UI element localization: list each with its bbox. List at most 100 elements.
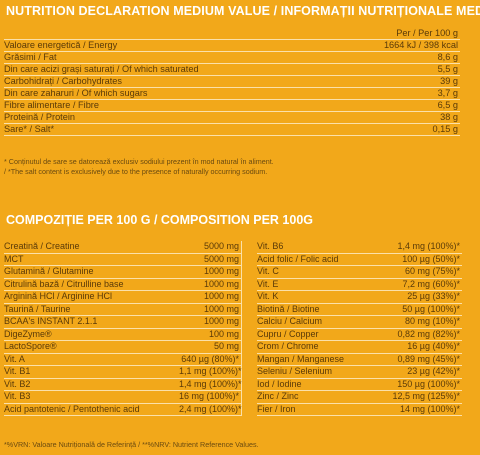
salt-note-ro: * Conținutul de sare se datorează exclus… [4, 157, 274, 166]
composition-row: DigeZyme® 100 mg [4, 328, 242, 341]
nutrition-table: Per / Per 100 g Valoare energetică / Ene… [4, 28, 460, 136]
nutrition-row: Valoare energetică / Energy 1664 kJ / 39… [4, 40, 460, 52]
ingredient-name: Biotină / Biotine [257, 303, 320, 314]
nutrient-name: Proteină / Protein [4, 112, 75, 122]
ingredient-name: Seleniu / Selenium [257, 366, 333, 376]
composition-row: Vit. B2 1,4 mg (100%)* [4, 378, 242, 391]
ingredient-name: Acid folic / Folic acid [257, 253, 339, 264]
ingredient-qty: 60 mg (75%)* [404, 266, 460, 276]
nutrient-name: Fibre alimentare / Fibre [4, 100, 99, 110]
ingredient-qty: 640 µg (80%)* [179, 353, 242, 365]
composition-row: Vit. K 25 µg (33%)* [257, 291, 462, 304]
ingredient-name: Arginină HCl / Arginine HCl [4, 291, 113, 301]
composition-row: Acid folic / Folic acid 100 µg (50%)* [257, 253, 462, 266]
ingredient-qty: 150 µg (100%)* [397, 378, 460, 389]
nutrition-row: Din care zaharuri / Of which sugars 3,7 … [4, 88, 460, 100]
ingredient-qty: 1000 mg [179, 278, 242, 290]
ingredient-name: Cupru / Copper [257, 328, 319, 339]
ingredient-qty: 7,2 mg (60%)* [402, 278, 460, 289]
composition-row: Vit. B3 16 mg (100%)* [4, 391, 242, 404]
salt-footnote: * Conținutul de sare se datorează exclus… [4, 157, 464, 177]
composition-row: Glutamină / Glutamine 1000 mg [4, 266, 242, 279]
nutrient-name: Din care zaharuri / Of which sugars [4, 88, 148, 98]
composition-row: Taurină / Taurine 1000 mg [4, 303, 242, 316]
ingredient-qty: 5000 mg [179, 253, 242, 265]
nutrition-row: Din care acizi grași saturați / Of which… [4, 64, 460, 76]
nutrition-row: Sare* / Salt* 0,15 g [4, 124, 460, 136]
composition-row: Mangan / Manganese 0,89 mg (45%)* [257, 353, 462, 366]
composition-row: Vit. C 60 mg (75%)* [257, 266, 462, 279]
ingredient-qty: 12,5 mg (125%)* [392, 391, 460, 401]
ingredient-name: Zinc / Zinc [257, 391, 299, 401]
composition-left-column: Creatină / Creatine 5000 mg MCT 5000 mg Gl… [4, 241, 242, 416]
ingredient-qty: 80 mg (10%)* [404, 316, 460, 326]
ingredient-qty: 1,4 mg (100%)* [179, 378, 242, 390]
nutrient-name: Sare* / Salt* [4, 124, 55, 134]
ingredient-qty: 100 µg (50%)* [402, 253, 460, 264]
ingredient-qty: 5000 mg [179, 241, 242, 253]
nutrient-value: 3,7 g [437, 88, 458, 98]
ingredient-qty: 1,1 mg (100%)* [179, 366, 242, 378]
ingredient-name: Fier / Iron [257, 403, 296, 414]
nutrition-header-row: Per / Per 100 g [4, 28, 460, 40]
ingredient-qty: 0,89 mg (45%)* [397, 353, 460, 364]
nutrient-value: 0,15 g [432, 124, 458, 134]
nutrient-value: 6,5 g [437, 100, 458, 110]
salt-note-en: / *The salt content is exclusively due t… [4, 167, 268, 176]
ingredient-qty: 1000 mg [179, 316, 242, 328]
composition-row: Vit. E 7,2 mg (60%)* [257, 278, 462, 291]
composition-row: Acid pantotenic / Pentothenic acid 2,4 mg… [4, 403, 242, 416]
ingredient-qty: 14 mg (100%)* [399, 403, 460, 414]
nutrition-row: Proteină / Protein 38 g [4, 112, 460, 124]
composition-row: Calciu / Calcium 80 mg (10%)* [257, 316, 462, 329]
nutrient-name: Grăsimi / Fat [4, 52, 57, 62]
composition-row: Arginină HCl / Arginine HCl 1000 mg [4, 291, 242, 304]
composition-row: Biotină / Biotine 50 µg (100%)* [257, 303, 462, 316]
nrv-footnote: *%VRN: Valoare Nutrițională de Referință… [4, 440, 259, 449]
nutrient-name: Valoare energetică / Energy [4, 40, 118, 50]
composition-title: COMPOZIȚIE PER 100 G / COMPOSITION PER 1… [6, 213, 314, 227]
composition-row: Creatină / Creatine 5000 mg [4, 241, 242, 254]
ingredient-name: DigeZyme® [4, 328, 52, 339]
ingredient-qty: 1000 mg [179, 291, 242, 303]
composition-row: MCT 5000 mg [4, 253, 242, 266]
ingredient-name: Vit. B2 [4, 378, 31, 389]
ingredient-qty: 16 mg (100%)* [179, 391, 242, 403]
ingredient-qty: 25 µg (33%)* [407, 291, 460, 301]
ingredient-name: Taurină / Taurine [4, 303, 71, 314]
ingredient-qty: 1000 mg [179, 266, 242, 278]
ingredient-name: Vit. C [257, 266, 279, 276]
ingredient-name: Vit. B3 [4, 391, 31, 401]
ingredient-qty: 1,4 mg (100%)* [397, 241, 460, 251]
ingredient-name: Creatină / Creatine [4, 241, 80, 251]
ingredient-qty: 16 µg (40%)* [407, 341, 460, 351]
composition-row: Vit. A 640 µg (80%)* [4, 353, 242, 366]
composition-row: Cupru / Copper 0,82 mg (82%)* [257, 328, 462, 341]
ingredient-name: Citrulină bază / Citrulline base [4, 278, 124, 289]
nutrient-value: 8,6 g [437, 52, 458, 62]
composition-row: LactoSpore® 50 mg [4, 341, 242, 354]
composition-right-column: Vit. B6 1,4 mg (100%)* Acid folic / Folic… [257, 241, 462, 416]
ingredient-name: LactoSpore® [4, 341, 57, 351]
composition-row: Citrulină bază / Citrulline base 1000 mg [4, 278, 242, 291]
ingredient-name: Vit. B1 [4, 366, 31, 376]
nutrient-name: Din care acizi grași saturați / Of which… [4, 64, 199, 74]
ingredient-qty: 50 mg [179, 341, 242, 353]
nutrient-name: Carbohidrați / Carbohydrates [4, 76, 122, 86]
nutrition-row: Grăsimi / Fat 8,6 g [4, 52, 460, 64]
composition-row: BCAA's INSTANT 2.1.1 1000 mg [4, 316, 242, 329]
composition-row: Zinc / Zinc 12,5 mg (125%)* [257, 391, 462, 404]
ingredient-qty: 0,82 mg (82%)* [397, 328, 460, 339]
composition-row: Fier / Iron 14 mg (100%)* [257, 403, 462, 416]
ingredient-qty: 50 µg (100%)* [402, 303, 460, 314]
ingredient-name: Acid pantotenic / Pentothenic acid [4, 403, 140, 414]
ingredient-name: MCT [4, 253, 24, 264]
ingredient-name: Glutamină / Glutamine [4, 266, 94, 276]
ingredient-name: Mangan / Manganese [257, 353, 345, 364]
ingredient-qty: 100 mg [179, 328, 242, 340]
ingredient-name: Vit. K [257, 291, 279, 301]
nutrition-row: Carbohidrați / Carbohydrates 39 g [4, 76, 460, 88]
nutrition-row: Fibre alimentare / Fibre 6,5 g [4, 100, 460, 112]
ingredient-name: Crom / Chrome [257, 341, 319, 351]
ingredient-name: Vit. B6 [257, 241, 284, 251]
